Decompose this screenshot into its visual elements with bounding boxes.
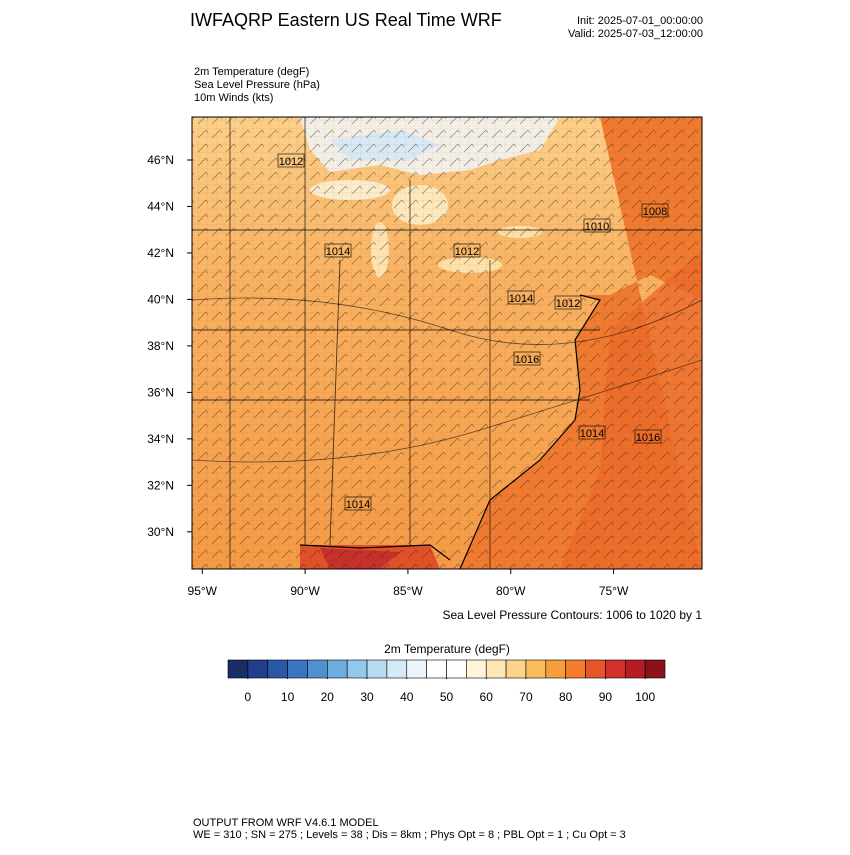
colorbar-box	[406, 659, 427, 679]
y-tick-label: 38°N	[147, 339, 174, 353]
colorbar-box	[545, 659, 566, 679]
colorbar-tick-label: 0	[245, 690, 252, 704]
colorbar-tick-label: 30	[360, 690, 374, 704]
title: IWFAQRP Eastern US Real Time WRF	[190, 10, 502, 30]
colorbar-tick-label: 20	[321, 690, 335, 704]
colorbar-box	[644, 659, 666, 679]
contour-label: 1014	[509, 293, 533, 305]
y-tick-label: 40°N	[147, 292, 174, 306]
colorbar-box	[327, 659, 348, 679]
field-label: Sea Level Pressure (hPa)	[194, 79, 320, 91]
colorbar-box	[267, 659, 288, 679]
footer: WE = 310 ; SN = 275 ; Levels = 38 ; Dis …	[193, 829, 626, 841]
colorbar-box	[624, 659, 646, 679]
valid-time: Valid: 2025-07-03_12:00:00	[568, 28, 703, 40]
colorbar-tick-label: 10	[281, 690, 295, 704]
contour-label: 1012	[279, 156, 303, 168]
footer: OUTPUT FROM WRF V4.6.1 MODEL	[193, 817, 379, 829]
colorbar-box	[466, 659, 487, 679]
colorbar-box	[525, 659, 547, 679]
colorbar-tick-label: 100	[635, 690, 655, 704]
colorbar-box	[287, 659, 308, 679]
contour-caption: Sea Level Pressure Contours: 1006 to 102…	[443, 608, 703, 622]
colorbar-box	[605, 659, 626, 679]
contour-label-box	[453, 243, 481, 258]
contour-label-box	[554, 295, 582, 310]
colorbar-tick-label: 70	[519, 690, 533, 704]
map-frame	[191, 116, 703, 570]
colorbar-tick-label: 90	[599, 690, 613, 704]
x-tick-label: 75°W	[599, 584, 629, 598]
contour-label-box	[583, 218, 611, 233]
contour-label: 1016	[636, 432, 660, 444]
y-tick-label: 30°N	[147, 525, 174, 539]
x-tick-label: 90°W	[290, 584, 320, 598]
x-tick-label: 85°W	[393, 584, 423, 598]
colorbar-title: 2m Temperature (degF)	[384, 642, 510, 656]
colorbar-box	[366, 659, 388, 679]
contour-label: 1012	[556, 298, 580, 310]
y-tick-label: 32°N	[147, 478, 174, 492]
contour-label-box	[641, 203, 669, 218]
contour-label-box	[344, 496, 372, 511]
contour-label: 1010	[585, 221, 609, 233]
x-tick-label: 95°W	[188, 584, 218, 598]
contour-label: 1012	[455, 246, 479, 258]
init-time: Init: 2025-07-01_00:00:00	[577, 15, 703, 27]
colorbar-box	[426, 659, 447, 679]
contour-label: 1014	[346, 499, 370, 511]
colorbar-box	[247, 659, 269, 679]
colorbar-box	[565, 659, 586, 679]
x-tick-label: 80°W	[496, 584, 526, 598]
colorbar-tick-label: 50	[440, 690, 454, 704]
y-tick-label: 36°N	[147, 385, 174, 399]
contour-label-box	[513, 351, 541, 366]
field-label: 2m Temperature (degF)	[194, 66, 309, 78]
contour-label: 1016	[515, 354, 539, 366]
colorbar-box	[585, 659, 606, 679]
contour-label: 1014	[326, 246, 350, 258]
colorbar-tick-label: 40	[400, 690, 414, 704]
field-label: 10m Winds (kts)	[194, 92, 273, 104]
contour-label-box	[324, 243, 352, 258]
colorbar-box	[446, 659, 467, 679]
colorbar-box	[386, 659, 408, 679]
contour-label: 1008	[643, 206, 667, 218]
contour-label-box	[277, 153, 305, 168]
contour-label-box	[578, 425, 606, 440]
colorbar-box	[227, 659, 249, 679]
colorbar-box	[505, 659, 527, 679]
y-tick-label: 44°N	[147, 199, 174, 213]
colorbar-tick-label: 60	[480, 690, 494, 704]
contour-label-box	[634, 429, 662, 444]
y-tick-label: 42°N	[147, 246, 174, 260]
y-tick-label: 34°N	[147, 432, 174, 446]
colorbar-tick-label: 80	[559, 690, 573, 704]
contour-label: 1014	[580, 428, 604, 440]
map	[192, 117, 702, 569]
colorbar-box	[485, 659, 507, 679]
colorbar-box	[307, 659, 328, 679]
colorbar-box	[346, 659, 368, 679]
y-tick-label: 46°N	[147, 153, 174, 167]
contour-label-box	[507, 290, 535, 305]
